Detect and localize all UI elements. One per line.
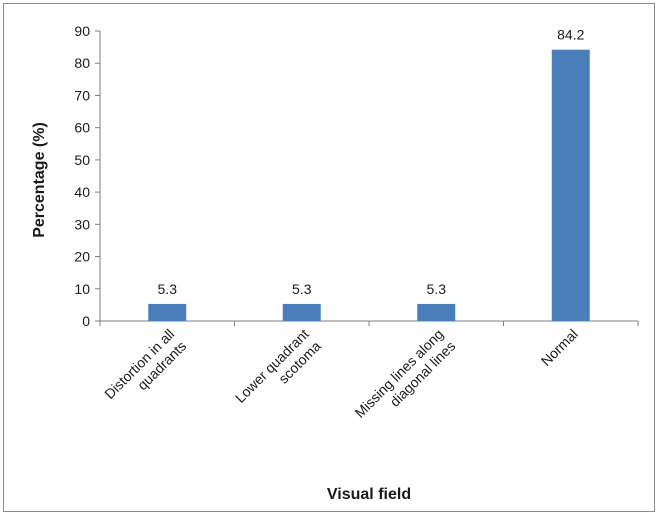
- data-label: 5.3: [158, 281, 178, 297]
- x-tick-label-line: Normal: [538, 326, 581, 369]
- data-labels: 5.3 5.3 5.3 84.2: [158, 27, 585, 297]
- y-axis: 0 10 20 30 40 50 60 70 80 90: [74, 23, 100, 329]
- bar: [417, 304, 455, 321]
- y-tick-label: 40: [74, 184, 90, 200]
- data-label: 5.3: [292, 281, 312, 297]
- bar: [552, 50, 590, 321]
- y-tick-label: 30: [74, 216, 90, 232]
- x-tick-labels: Distortion in allquadrants Lower quadrant…: [101, 326, 581, 433]
- y-tick-label: 90: [74, 23, 90, 39]
- y-tick-label: 60: [74, 120, 90, 136]
- y-tick-label: 10: [74, 281, 90, 297]
- x-tick-label: Distortion in allquadrants: [101, 326, 189, 414]
- y-tick-label: 0: [82, 313, 90, 329]
- data-label: 5.3: [427, 281, 447, 297]
- x-axis: [100, 321, 638, 326]
- x-tick-label: Normal: [538, 326, 581, 369]
- bar: [283, 304, 321, 321]
- x-tick-label: Missing lines alongdiagonal lines: [351, 326, 458, 433]
- y-tick-label: 50: [74, 152, 90, 168]
- bars: [148, 50, 590, 321]
- x-axis-title: Visual field: [327, 486, 411, 503]
- x-tick-label: Lower quadrantscotoma: [232, 326, 324, 418]
- y-tick-label: 70: [74, 87, 90, 103]
- data-label: 84.2: [557, 27, 584, 43]
- y-tick-label: 20: [74, 249, 90, 265]
- bar: [148, 304, 186, 321]
- y-tick-label: 80: [74, 55, 90, 71]
- y-axis-title: Percentage (%): [31, 122, 48, 238]
